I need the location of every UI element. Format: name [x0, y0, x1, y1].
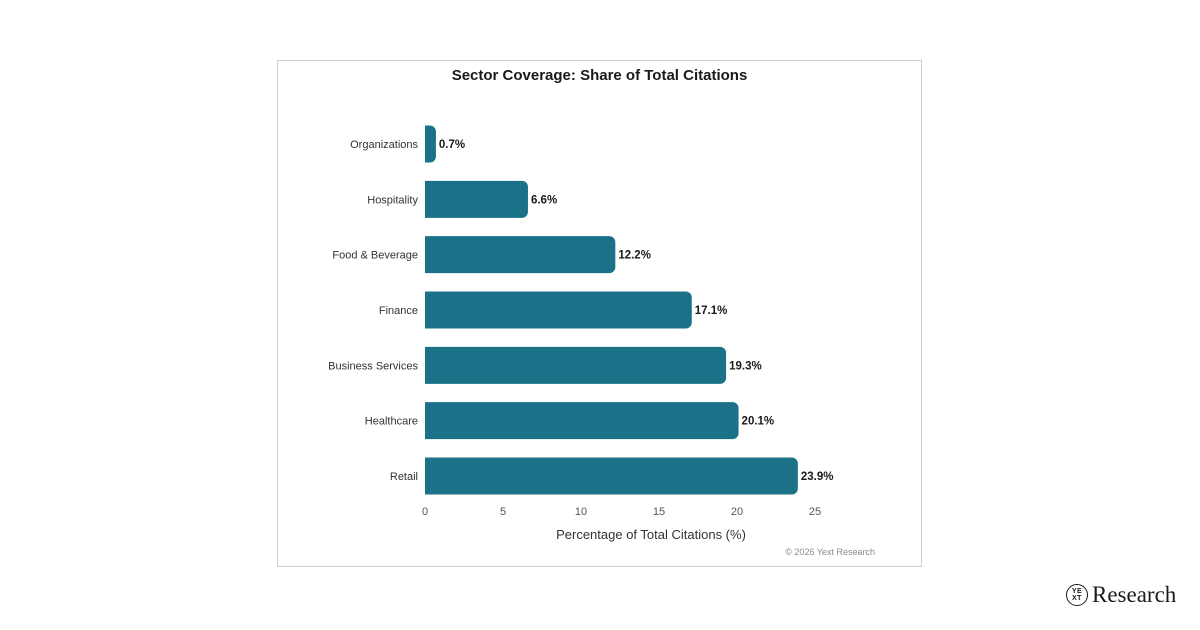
data-label: 0.7%: [439, 139, 465, 151]
category-label: Hospitality: [367, 194, 418, 206]
data-label: 20.1%: [742, 416, 775, 428]
x-axis-label: Percentage of Total Citations (%): [556, 527, 746, 542]
x-tick-label: 25: [809, 506, 821, 518]
x-tick-label: 0: [422, 506, 428, 518]
x-tick-label: 10: [575, 506, 587, 518]
bar: [425, 236, 616, 274]
category-label: Finance: [379, 305, 418, 317]
x-tick-label: 5: [500, 506, 506, 518]
bar: [425, 125, 436, 163]
bar: [425, 457, 798, 495]
brand-wordmark: Research: [1092, 582, 1177, 607]
x-tick-label: 15: [653, 506, 665, 518]
chart-title: Sector Coverage: Share of Total Citation…: [451, 67, 748, 84]
category-label: Food & Beverage: [332, 250, 418, 262]
category-label: Organizations: [350, 139, 418, 151]
bar: [425, 180, 528, 218]
category-label: Retail: [390, 471, 418, 483]
brand-logo: YE XT Research: [1066, 580, 1176, 610]
copyright-note: © 2026 Yext Research: [785, 547, 875, 557]
bar: [425, 402, 739, 440]
data-label: 23.9%: [801, 471, 834, 483]
x-tick-label: 20: [731, 506, 743, 518]
bar: [425, 291, 692, 329]
brand-badge-icon: YE XT: [1066, 584, 1088, 606]
data-label: 17.1%: [695, 305, 728, 317]
category-label: Business Services: [328, 360, 418, 372]
data-label: 19.3%: [729, 360, 762, 372]
bar: [425, 346, 727, 384]
category-label: Healthcare: [365, 416, 418, 428]
data-label: 12.2%: [618, 250, 651, 262]
data-label: 6.6%: [531, 194, 557, 206]
